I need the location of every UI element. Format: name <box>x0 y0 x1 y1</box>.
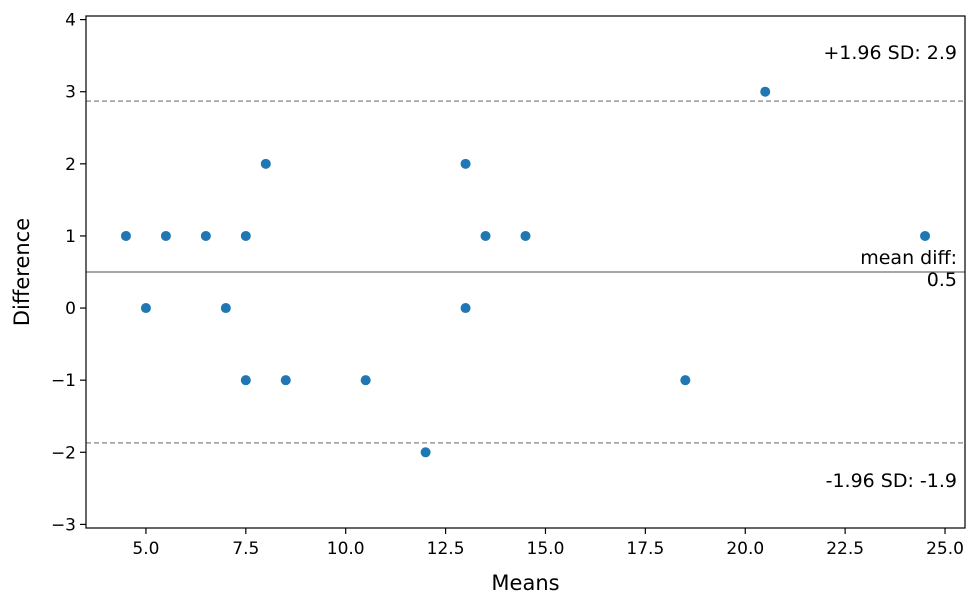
data-point <box>760 86 771 97</box>
y-tick-label: 3 <box>65 83 76 103</box>
x-tick-label: 12.5 <box>427 539 465 559</box>
mean-difference-label: 0.5 <box>927 269 957 291</box>
data-points <box>120 86 931 458</box>
upper-limit-label: +1.96 SD: 2.9 <box>823 42 957 64</box>
y-tick-label: 4 <box>65 11 76 31</box>
x-tick-label: 10.0 <box>327 539 365 559</box>
x-tick-label: 5.0 <box>132 539 159 559</box>
y-tick-label: −3 <box>51 515 76 535</box>
y-tick-label: 2 <box>65 155 76 175</box>
data-point <box>160 230 171 241</box>
data-point <box>280 375 291 386</box>
x-tick-label: 20.0 <box>726 539 764 559</box>
y-tick-label: 0 <box>65 299 76 319</box>
lower-limit-label: -1.96 SD: -1.9 <box>826 470 957 492</box>
mean-difference-label: mean diff: <box>860 247 957 269</box>
data-point <box>240 375 251 386</box>
x-axis-title: Means <box>491 571 559 595</box>
x-tick-label: 7.5 <box>232 539 259 559</box>
reference-line-labels: +1.96 SD: 2.9 mean diff:0.5 -1.96 SD: -1.9 <box>823 42 957 492</box>
data-point <box>220 303 231 314</box>
data-point <box>260 158 271 169</box>
x-tick-label: 22.5 <box>826 539 864 559</box>
data-point <box>140 303 151 314</box>
data-point <box>480 230 491 241</box>
data-point <box>460 158 471 169</box>
y-axis-title: Difference <box>10 218 34 326</box>
reference-lines <box>86 100 965 444</box>
data-point <box>520 230 531 241</box>
x-tick-label: 25.0 <box>926 539 964 559</box>
data-point <box>420 447 431 458</box>
y-axis-ticks: −3 −2 −1 0 1 2 3 4 <box>51 11 86 535</box>
data-point <box>460 303 471 314</box>
y-tick-label: −2 <box>51 443 76 463</box>
data-point <box>240 230 251 241</box>
x-axis-ticks: 5.0 7.5 10.0 12.5 15.0 17.5 20.0 22.5 25.0 <box>132 528 964 559</box>
y-tick-label: −1 <box>51 371 76 391</box>
data-point <box>360 375 371 386</box>
y-tick-label: 1 <box>65 227 76 247</box>
x-tick-label: 15.0 <box>527 539 565 559</box>
data-point <box>920 230 931 241</box>
x-tick-label: 17.5 <box>626 539 664 559</box>
plot-area-frame <box>85 15 966 529</box>
data-point <box>120 230 131 241</box>
data-point <box>200 230 211 241</box>
data-point <box>680 375 691 386</box>
